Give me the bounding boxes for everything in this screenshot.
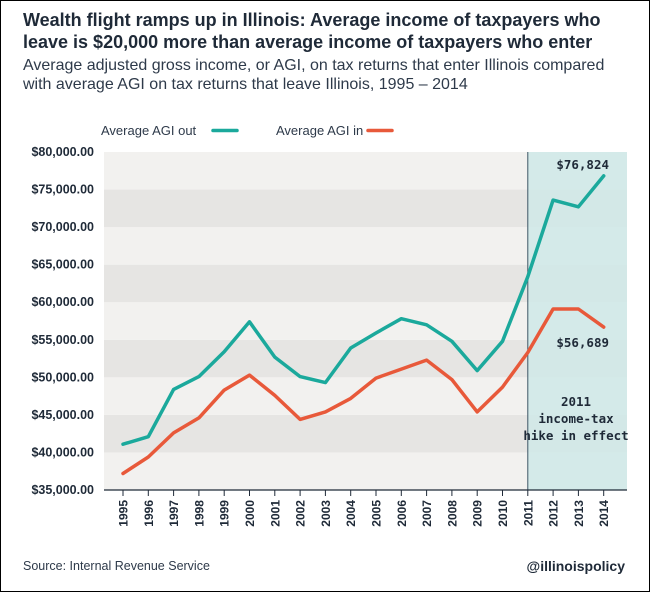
x-tick-label: 1999 <box>218 500 232 527</box>
y-tick-label: $50,000.00 <box>31 370 94 384</box>
x-tick-label: 2008 <box>445 500 459 527</box>
x-tick-label: 2000 <box>243 500 257 527</box>
chart-title: Wealth flight ramps up in Illinois: Aver… <box>23 10 601 52</box>
x-tick-label: 1996 <box>142 500 156 527</box>
x-tick-label: 2009 <box>471 500 485 527</box>
series-line-agi-out <box>121 174 606 446</box>
x-tick-label: 2011 <box>521 500 535 526</box>
data-label-in-2014: $56,689 <box>556 335 609 350</box>
x-tick-label: 2004 <box>344 500 358 527</box>
x-tick-label: 2002 <box>294 500 308 527</box>
x-tick-label: 2001 <box>268 500 282 527</box>
y-tick-label: $35,000.00 <box>31 483 94 497</box>
brand-handle: @illinoispolicy <box>526 558 625 574</box>
x-tick-label: 2010 <box>496 500 510 527</box>
x-tick-label: 2003 <box>319 500 333 527</box>
x-tick-label: 2014 <box>597 500 611 527</box>
highlight-label: 2011 <box>561 394 591 409</box>
y-tick-label: $45,000.00 <box>31 408 94 422</box>
legend-label: Average AGI in <box>276 123 363 138</box>
y-tick-label: $75,000.00 <box>31 183 94 197</box>
data-label-out-2014: $76,824 <box>556 157 609 172</box>
y-tick-label: $65,000.00 <box>31 258 94 272</box>
chart-subtitle: Average adjusted gross income, or AGI, o… <box>23 57 605 93</box>
x-tick-label: 1997 <box>167 500 181 527</box>
x-tick-label: 2012 <box>547 500 561 527</box>
highlight-label: hike in effect <box>523 428 628 443</box>
y-tick-label: $70,000.00 <box>31 220 94 234</box>
x-tick-label: 2005 <box>370 500 384 527</box>
highlight-label: income-tax <box>538 411 614 426</box>
x-tick-label: 2006 <box>395 500 409 527</box>
legend-label: Average AGI out <box>101 123 197 138</box>
y-tick-label: $80,000.00 <box>31 145 94 159</box>
x-tick-label: 2007 <box>420 500 434 527</box>
series-line-agi-in <box>121 307 606 476</box>
y-tick-label: $60,000.00 <box>31 295 94 309</box>
x-tick-label: 2013 <box>572 500 586 527</box>
y-tick-label: $40,000.00 <box>31 445 94 459</box>
source-note: Source: Internal Revenue Service <box>23 559 210 573</box>
x-tick-label: 1998 <box>192 500 206 527</box>
x-tick-label: 1995 <box>117 500 131 527</box>
y-tick-label: $55,000.00 <box>31 333 94 347</box>
